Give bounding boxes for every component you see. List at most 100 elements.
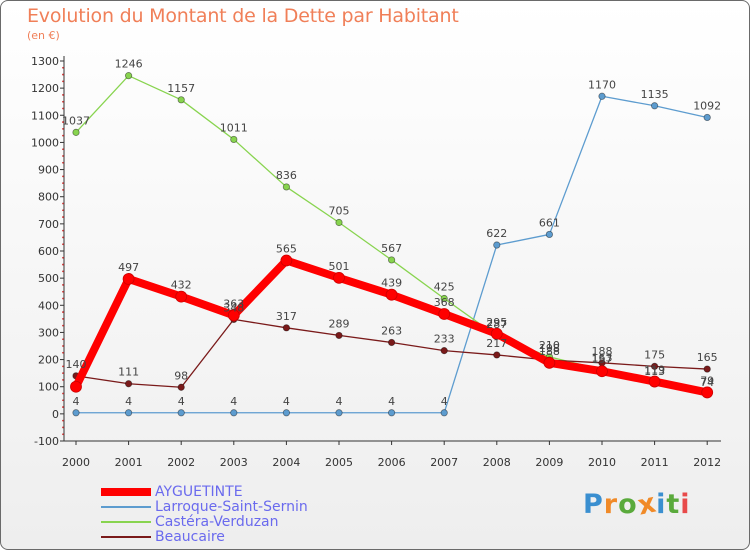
series-larroque-saint-sernin: [72, 92, 711, 417]
y-minor-dot: [62, 148, 64, 151]
data-point: [440, 409, 448, 417]
y-tick-label: 200: [38, 354, 59, 367]
data-label: 233: [434, 333, 455, 346]
y-minor-dot: [62, 324, 64, 327]
data-point: [703, 113, 711, 122]
x-tick-label: 2007: [430, 456, 458, 469]
data-label: 1011: [220, 121, 248, 134]
data-label: 622: [486, 227, 507, 240]
data-point: [335, 331, 343, 340]
data-point: [493, 351, 501, 359]
data-label: 175: [644, 348, 665, 361]
x-tick-label: 2010: [588, 456, 616, 469]
data-label: 217: [486, 337, 507, 350]
legend-label: Larroque-Saint-Sernin: [155, 499, 308, 515]
logo-letter: P: [583, 489, 604, 520]
y-minor-dot: [62, 399, 64, 402]
series-cast-ra-verduzan: [72, 72, 711, 398]
x-tick-label: 2011: [641, 456, 669, 469]
y-minor-dot: [62, 107, 64, 110]
proxiti-logo: Proxiti: [583, 487, 691, 521]
data-point: [438, 308, 451, 320]
y-minor-dot: [62, 209, 64, 212]
data-point: [387, 256, 396, 264]
data-label: 4: [230, 395, 237, 408]
y-minor-dot: [62, 284, 64, 286]
y-minor-dot: [62, 365, 64, 368]
data-label: 836: [276, 169, 297, 182]
logo-letter: r: [603, 489, 619, 520]
data-point: [177, 409, 185, 417]
data-label: 432: [171, 279, 192, 292]
chart-title: Evolution du Montant de la Dette par Hab…: [27, 5, 459, 27]
data-label: 79: [700, 374, 714, 387]
y-minor-dot: [62, 175, 64, 178]
data-point: [545, 230, 554, 239]
data-label: 4: [178, 395, 185, 408]
y-minor-dot: [62, 433, 64, 436]
y-minor-dot: [62, 256, 64, 259]
data-point: [282, 324, 290, 332]
y-tick-label: 600: [38, 245, 59, 258]
x-tick-label: 2012: [693, 456, 721, 469]
x-tick-label: 2008: [483, 456, 511, 469]
x-tick-label: 2009: [535, 456, 563, 469]
data-label: 565: [276, 243, 297, 256]
data-label: 4: [283, 395, 290, 408]
y-minor-dot: [62, 229, 64, 232]
data-label: 1037: [62, 114, 90, 127]
data-label: 363: [223, 297, 244, 310]
data-label: 368: [434, 296, 455, 309]
y-minor-dot: [62, 189, 64, 191]
data-point: [650, 102, 659, 110]
logo-letter: i: [680, 489, 691, 520]
x-tick-label: 2002: [167, 456, 195, 469]
data-point: [703, 365, 711, 373]
y-minor-dot: [62, 392, 64, 395]
data-point: [227, 309, 240, 322]
y-minor-dot: [62, 311, 64, 313]
y-minor-dot: [62, 345, 64, 347]
x-tick-label: 2001: [115, 456, 143, 469]
data-label: 111: [118, 366, 139, 379]
legend-label: Castéra-Verduzan: [155, 514, 279, 530]
data-label: 287: [486, 318, 507, 331]
logo-letter: t: [666, 489, 681, 520]
legend-swatch: [101, 536, 151, 538]
data-point: [230, 135, 238, 144]
y-tick-label: 700: [38, 218, 59, 231]
data-point: [282, 183, 290, 191]
y-tick-label: 300: [38, 326, 59, 339]
y-minor-dot: [62, 419, 64, 422]
y-minor-dot: [62, 100, 64, 103]
data-point: [387, 338, 396, 347]
data-label: 289: [329, 317, 350, 330]
data-point: [490, 327, 503, 340]
data-point: [596, 365, 608, 378]
data-point: [440, 294, 448, 303]
x-tick-label: 2005: [325, 456, 353, 469]
y-tick-label: 1000: [31, 136, 59, 149]
y-minor-dot: [62, 351, 64, 354]
data-label: 497: [118, 261, 139, 274]
data-label: 1092: [693, 99, 721, 112]
y-tick-label: 400: [38, 299, 59, 312]
data-label: 4: [73, 395, 80, 408]
series-ayguetinte: [70, 254, 714, 399]
data-point: [701, 386, 714, 399]
y-minor-dot: [62, 73, 64, 76]
data-label: 140: [66, 358, 87, 371]
y-tick-label: 800: [38, 191, 59, 204]
data-point: [282, 409, 290, 417]
data-point: [335, 409, 343, 417]
y-minor-dot: [62, 80, 64, 83]
data-point: [280, 254, 293, 267]
y-minor-dot: [62, 161, 64, 164]
y-minor-dot: [62, 338, 64, 341]
legend-swatch: [101, 488, 151, 496]
data-label: 119: [644, 364, 665, 377]
data-point: [230, 409, 238, 417]
y-minor-dot: [62, 94, 64, 96]
y-tick-label: 1300: [31, 55, 59, 68]
logo-letter: i: [656, 489, 667, 520]
